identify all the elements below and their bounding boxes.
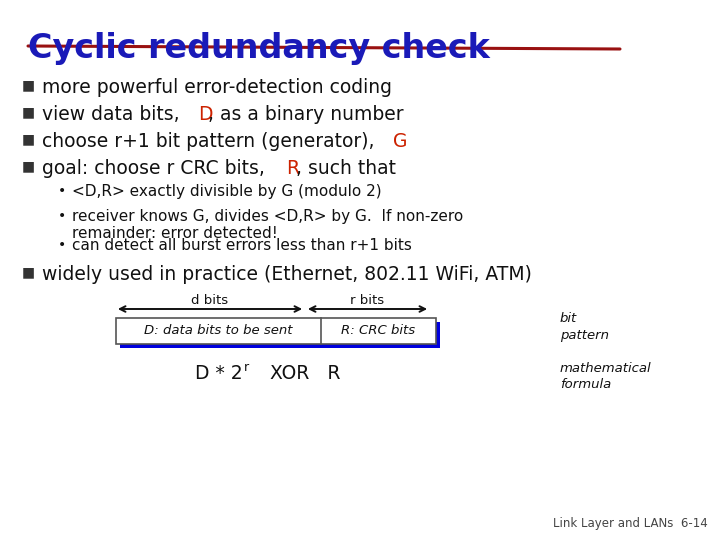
Text: widely used in practice (Ethernet, 802.11 WiFi, ATM): widely used in practice (Ethernet, 802.1… [42,265,532,284]
Text: XOR   R: XOR R [252,364,341,383]
Text: bit
pattern: bit pattern [560,313,609,341]
Text: mathematical
formula: mathematical formula [560,362,652,391]
Text: remainder: error detected!: remainder: error detected! [72,226,278,241]
Text: , as a binary number: , as a binary number [208,105,403,124]
Text: •: • [58,209,66,223]
Text: ■: ■ [22,159,35,173]
Text: Link Layer and LANs  6-14: Link Layer and LANs 6-14 [553,517,708,530]
Text: more powerful error-detection coding: more powerful error-detection coding [42,78,392,97]
Text: <D,R> exactly divisible by G (modulo 2): <D,R> exactly divisible by G (modulo 2) [72,184,382,199]
Text: G: G [393,132,408,151]
Text: D * 2: D * 2 [195,364,243,383]
Text: D: data bits to be sent: D: data bits to be sent [144,325,293,338]
Text: ■: ■ [22,265,35,279]
Text: choose r+1 bit pattern (generator),: choose r+1 bit pattern (generator), [42,132,380,151]
Bar [116,318,436,344]
Text: view data bits,: view data bits, [42,105,186,124]
Text: •: • [58,238,66,252]
Text: R: R [286,159,299,178]
Text: r: r [244,361,249,374]
Text: can detect all burst errors less than r+1 bits: can detect all burst errors less than r+… [72,238,412,253]
Text: , such that: , such that [295,159,395,178]
Text: ■: ■ [22,78,35,92]
Text: R: CRC bits: R: CRC bits [341,325,415,338]
Text: goal: choose r CRC bits,: goal: choose r CRC bits, [42,159,271,178]
Text: ■: ■ [22,105,35,119]
Text: receiver knows G, divides <D,R> by G.  If non-zero: receiver knows G, divides <D,R> by G. If… [72,209,463,224]
Text: ■: ■ [22,132,35,146]
Text: Cyclic redundancy check: Cyclic redundancy check [28,32,490,65]
Text: D: D [198,105,212,124]
Text: r bits: r bits [351,294,384,307]
Text: •: • [58,184,66,198]
Text: d bits: d bits [192,294,228,307]
Bar [120,322,440,348]
